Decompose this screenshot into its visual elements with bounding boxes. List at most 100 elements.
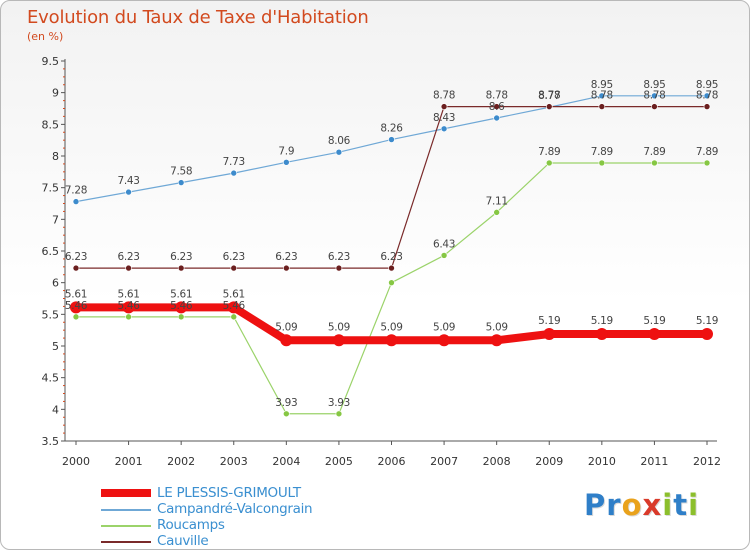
data-label: 8.95 [643, 79, 665, 91]
legend-label: Campandré-Valcongrain [157, 501, 313, 517]
data-label: 5.19 [643, 315, 665, 327]
data-point [332, 334, 345, 347]
data-label: 8.95 [591, 79, 613, 91]
data-point [177, 313, 185, 321]
data-label: 8.77 [538, 90, 560, 102]
data-label: 6.23 [170, 251, 192, 263]
data-point [651, 92, 658, 100]
legend-label: Cauville [157, 533, 209, 549]
data-point [72, 313, 80, 321]
y-tick-label: 6 [52, 277, 59, 290]
logo-letter: P [584, 488, 607, 522]
data-point [598, 103, 606, 110]
x-tick-label: 2004 [272, 455, 300, 468]
data-point [545, 103, 553, 110]
x-tick-label: 2002 [167, 455, 195, 468]
data-point [703, 159, 711, 167]
legend-swatch [101, 525, 151, 527]
data-label: 5.09 [328, 321, 350, 333]
data-label: 8.78 [696, 90, 718, 102]
data-label: 8.95 [696, 79, 718, 91]
data-label: 5.46 [223, 300, 246, 312]
data-point [651, 159, 658, 167]
data-point [651, 103, 658, 110]
chart-title: Evolution du Taux de Taxe d'Habitation [27, 7, 369, 28]
data-label: 6.23 [328, 251, 350, 263]
y-tick-label: 3.5 [42, 435, 60, 448]
data-label: 3.93 [328, 397, 350, 409]
data-label: 7.89 [643, 146, 665, 158]
data-point [283, 159, 290, 166]
data-point [227, 301, 240, 314]
data-label: 8.43 [433, 112, 455, 124]
data-point [493, 114, 500, 122]
data-point [125, 264, 132, 272]
data-label: 5.09 [433, 321, 455, 333]
data-point [440, 103, 448, 110]
y-tick-label: 9 [52, 87, 59, 100]
data-point [177, 264, 185, 272]
proxiti-logo: Proxiti [584, 488, 699, 522]
data-label: 5.61 [117, 288, 139, 300]
data-point [72, 198, 80, 205]
data-point [72, 264, 80, 272]
x-tick-label: 2005 [325, 455, 353, 468]
data-label: 5.46 [170, 300, 193, 312]
data-point [335, 410, 343, 418]
data-label: 7.58 [170, 166, 192, 178]
data-label: 6.23 [380, 251, 402, 263]
data-label: 5.61 [223, 288, 245, 300]
chart-data-labels: 7.287.437.587.737.98.068.268.438.68.778.… [65, 79, 718, 409]
logo-letter: i [662, 488, 674, 522]
data-point [70, 301, 82, 314]
x-tick-label: 2006 [378, 455, 406, 468]
data-point [598, 92, 606, 100]
chart-subtitle: (en %) [27, 30, 64, 43]
data-label: 7.73 [223, 156, 245, 168]
data-point [543, 327, 556, 340]
data-point [388, 136, 395, 143]
series-roucamps [72, 159, 711, 418]
logo-letter: t [673, 488, 689, 522]
data-point [598, 159, 606, 167]
data-label: 8.26 [380, 123, 403, 135]
data-point [701, 327, 713, 340]
x-tick-label: 2007 [430, 455, 458, 468]
data-label: 5.19 [591, 315, 613, 327]
data-label: 3.93 [275, 397, 297, 409]
data-label: 6.43 [433, 238, 455, 250]
data-label: 7.9 [278, 145, 294, 157]
data-label: 8.78 [486, 90, 508, 102]
data-point [125, 188, 132, 196]
y-tick-label: 8.5 [42, 118, 60, 131]
data-label: 5.19 [538, 315, 560, 327]
data-label: 5.46 [65, 300, 88, 312]
data-label: 7.28 [65, 185, 87, 197]
data-point [125, 313, 132, 321]
legend-label: Roucamps [157, 517, 225, 533]
series-campandr-valcongrain [72, 92, 711, 205]
data-point [385, 334, 398, 347]
data-point [388, 264, 395, 272]
data-point [490, 334, 503, 347]
data-point [283, 264, 290, 272]
data-label: 8.78 [538, 90, 560, 102]
y-tick-label: 9.5 [42, 55, 60, 68]
data-label: 8.6 [489, 101, 505, 113]
data-label: 5.46 [117, 300, 140, 312]
y-tick-label: 6.5 [42, 245, 60, 258]
data-point [440, 252, 448, 259]
legend-swatch [101, 489, 151, 497]
data-point [280, 334, 293, 347]
data-label: 5.61 [65, 288, 87, 300]
data-point [177, 179, 185, 186]
x-tick-label: 2010 [588, 455, 616, 468]
x-tick-label: 2001 [115, 455, 143, 468]
data-point [438, 334, 451, 347]
y-tick-label: 4 [52, 403, 59, 416]
data-point [595, 327, 608, 340]
data-label: 5.61 [170, 288, 192, 300]
legend-label: LE PLESSIS-GRIMOULT [157, 485, 301, 501]
